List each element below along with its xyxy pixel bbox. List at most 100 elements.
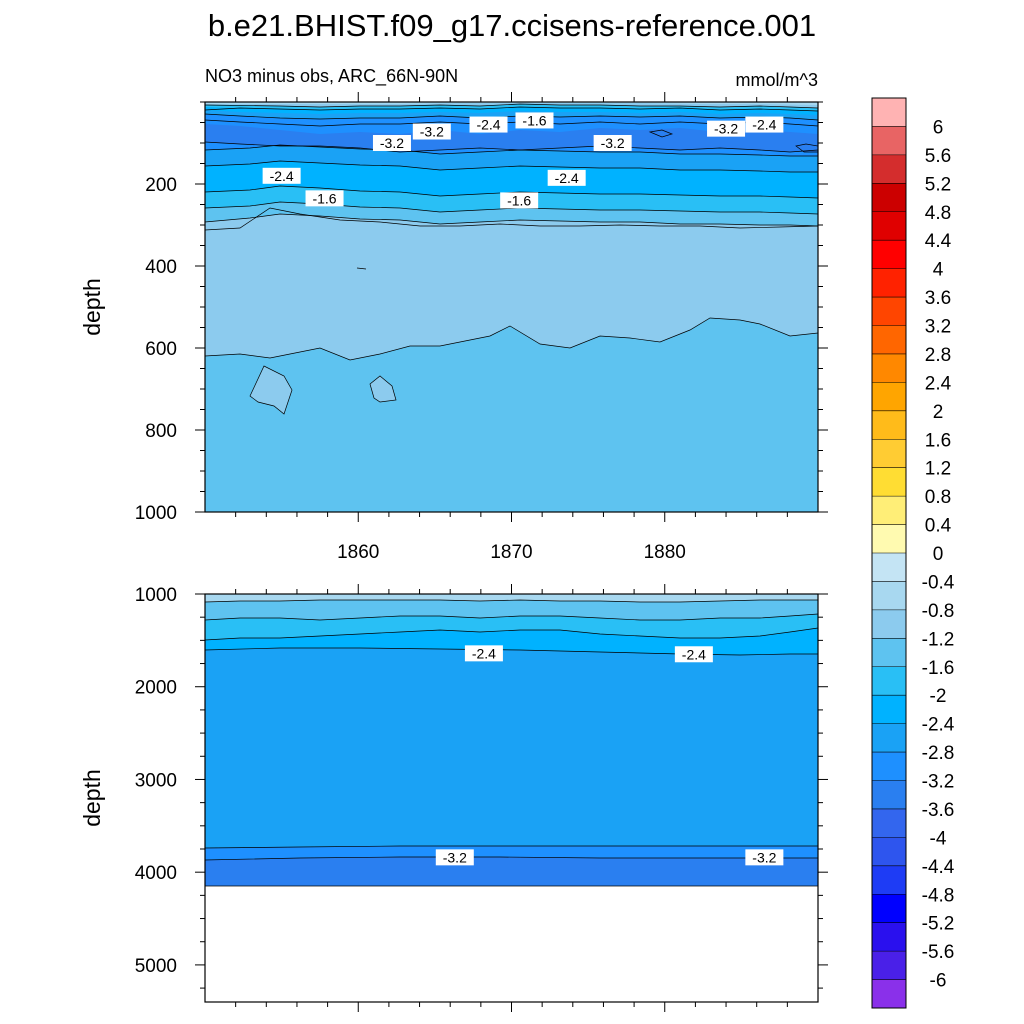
colorbar-swatch	[872, 723, 906, 753]
colorbar-label: 4	[933, 260, 944, 281]
colorbar-swatch	[872, 183, 906, 213]
colorbar-swatch	[872, 581, 906, 611]
contour-label-bg	[469, 116, 508, 133]
lower-y-axis-label: depth	[79, 769, 105, 827]
contour-label: -3.2	[752, 849, 776, 865]
colorbar-swatch	[872, 325, 906, 355]
contour-line	[204, 599, 818, 603]
colorbar-swatch	[872, 553, 906, 582]
colorbar-swatch	[872, 752, 906, 781]
colorbar-swatch	[872, 524, 906, 554]
contour-label-bg	[547, 169, 586, 186]
y-tick-label: 2000	[135, 678, 177, 699]
colorbar-swatch	[872, 638, 906, 668]
y-tick-label: 1000	[135, 503, 177, 524]
contour-label: -2.4	[472, 645, 496, 661]
contour-label-bg	[593, 135, 632, 151]
contour-island-2	[369, 375, 397, 403]
contour-label: -3.2	[443, 849, 467, 865]
colorbar-label: -5.2	[922, 914, 955, 935]
y-tick-label: 600	[145, 339, 177, 360]
colorbar-swatch	[872, 126, 906, 156]
contour-line	[204, 856, 818, 861]
lower-panel: -2.4 -2.4 -3.2 -3.2 1000 2000 3000 4000 5000 de…	[79, 584, 828, 1012]
upper-x-axis: 1860 1870 1880	[235, 92, 788, 563]
colorbar-swatch	[872, 951, 906, 980]
colorbar-label: -5.6	[922, 942, 955, 963]
contour-label-bg	[745, 849, 784, 866]
colorbar-swatch	[872, 609, 906, 639]
colorbar-swatch	[872, 268, 906, 298]
colorbar-swatch	[872, 467, 906, 497]
colorbar-swatch	[872, 353, 906, 383]
contour-label-bg	[745, 116, 784, 133]
contour-label-bg	[412, 123, 451, 140]
upper-plot-fills	[205, 102, 819, 512]
colorbar-swatch	[872, 865, 906, 895]
contour-line	[204, 627, 819, 641]
contour-label-bg	[464, 645, 503, 662]
colorbar-label: 0.8	[925, 487, 951, 508]
colorbar-swatch	[872, 154, 906, 184]
panel-subtitle-left: NO3 minus obs, ARC_66N-90N	[205, 66, 458, 87]
colorbar-label: -3.2	[922, 772, 955, 793]
colorbar-swatch	[872, 211, 906, 241]
colorbar-swatch	[872, 979, 906, 1009]
colorbar-swatch	[872, 666, 906, 696]
contour-label-bg	[372, 135, 411, 151]
lower-contour-lines	[204, 599, 819, 887]
colorbar-label: -4	[930, 828, 947, 849]
y-tick-label: 4000	[135, 863, 177, 884]
contour-label: -2.4	[270, 168, 294, 184]
x-tick-label: 1870	[490, 542, 532, 563]
colorbar-label: 6	[933, 117, 944, 138]
contour-label-bg	[262, 167, 301, 184]
upper-y-axis-label: depth	[79, 278, 105, 336]
contour-line	[204, 103, 819, 109]
contour-label-bg	[707, 120, 746, 137]
colorbar-label: 2.8	[925, 345, 951, 366]
fill-band-m08-top	[205, 102, 818, 105]
colorbar-swatch	[872, 439, 906, 468]
colorbar-label: -1.6	[922, 658, 955, 679]
contour-line	[204, 185, 819, 199]
colorbar-swatch	[872, 98, 906, 127]
colorbar-label: 2.4	[925, 373, 952, 394]
colorbar: 6 5.6 5.2 4.8 4.4 4 3.6 3.2 2.8 2.4 2 1.6 1.2 0.8 0.4 0…	[871, 97, 955, 1009]
colorbar-frame	[871, 97, 907, 1009]
colorbar-label: -0.8	[922, 601, 955, 622]
contour-label: -2.4	[476, 117, 500, 133]
contour-line	[204, 613, 819, 621]
contour-line	[204, 647, 818, 656]
fill-band-m28-lower	[205, 648, 818, 886]
contour-line	[204, 160, 818, 173]
contour-line	[204, 317, 819, 361]
upper-contour-labels: -1.6 -2.4 -2.4 -3.2 -3.2 -3.2 -3.2 -2.4 -2.4 -1.6…	[262, 112, 784, 209]
contour-label: -2.4	[555, 170, 579, 186]
colorbar-label: 4.8	[925, 203, 951, 224]
y-tick-label: 400	[145, 257, 177, 278]
y-tick-label: 800	[145, 421, 177, 442]
panel-subtitle-right: mmol/m^3	[736, 70, 818, 90]
contour-line	[204, 207, 819, 231]
colorbar-swatch	[872, 780, 906, 810]
contour-label-bg	[435, 849, 474, 866]
contour-line	[204, 144, 818, 157]
colorbar-swatch	[872, 894, 906, 923]
contour-label: -2.4	[752, 117, 776, 133]
contour-island-1	[249, 365, 293, 415]
y-tick-label: 1000	[135, 585, 177, 606]
colorbar-label: 0.4	[925, 516, 952, 537]
contour-label-bg	[674, 646, 713, 663]
colorbar-label: 4.4	[925, 231, 952, 252]
x-tick-label: 1860	[337, 542, 379, 563]
colorbar-label: -4.4	[922, 857, 955, 878]
colorbar-label: -4.8	[922, 885, 955, 906]
contour-line	[204, 845, 818, 849]
colorbar-label: 1.6	[925, 430, 951, 451]
colorbar-swatch	[872, 240, 906, 269]
colorbar-label: -2.4	[922, 715, 955, 736]
colorbar-swatch	[872, 837, 906, 867]
figure-title: b.e21.BHIST.f09_g17.ccisens-reference.00…	[208, 8, 816, 43]
colorbar-label: 3.2	[925, 317, 951, 338]
